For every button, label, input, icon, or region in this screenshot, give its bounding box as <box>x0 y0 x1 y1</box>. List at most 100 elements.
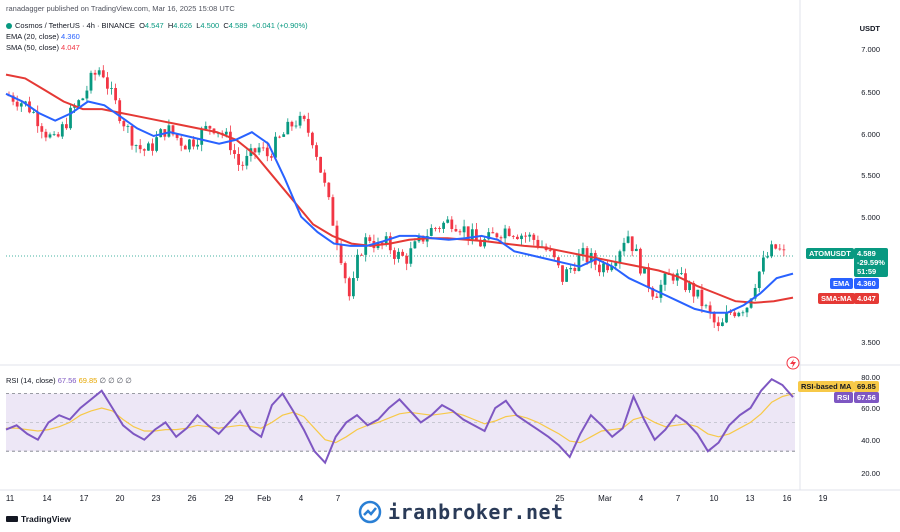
rsi-band <box>6 393 795 452</box>
candle-body <box>106 77 109 89</box>
candle-body <box>241 164 245 166</box>
time-tick: 14 <box>42 494 52 503</box>
candle-body <box>708 305 712 314</box>
time-tick: 4 <box>638 494 644 503</box>
candle-body <box>352 278 355 297</box>
tradingview-logo[interactable]: TradingView <box>6 514 71 524</box>
candle-body <box>368 237 372 241</box>
candle-body <box>602 263 605 273</box>
candle-body <box>97 70 101 75</box>
candle-body <box>757 271 761 289</box>
candle-body <box>44 131 48 138</box>
candle-body <box>511 236 515 237</box>
price-tick: 5.500 <box>861 171 880 180</box>
candle-body <box>179 137 183 146</box>
rsi-tick: 20.00 <box>861 469 880 478</box>
candle-body <box>343 263 347 279</box>
candle-body <box>19 103 23 107</box>
candle-body <box>475 229 478 240</box>
candle-body <box>114 87 117 101</box>
rsi-legend-extras: ∅ ∅ ∅ ∅ <box>99 376 132 385</box>
candle-body <box>208 125 212 129</box>
candle-body <box>655 296 659 298</box>
candle-body <box>536 239 540 247</box>
last-price-value: 4.589 <box>857 249 876 258</box>
tv-logo-icon <box>6 516 18 522</box>
candle-body <box>315 145 318 157</box>
candle-body <box>688 282 691 291</box>
rsi-tag-value: 67.56 <box>854 392 879 403</box>
time-tick: 13 <box>745 494 755 503</box>
candle-body <box>729 312 732 313</box>
time-tick: 26 <box>187 494 197 503</box>
candle-body <box>32 111 35 113</box>
candle-body <box>696 289 700 297</box>
candle-body <box>429 228 433 236</box>
candle-body <box>487 232 491 240</box>
candle-body <box>237 153 240 165</box>
candle-body <box>294 125 298 127</box>
candle-body <box>614 262 618 266</box>
candle-body <box>466 226 470 240</box>
candle-body <box>598 264 601 273</box>
candle-body <box>507 228 511 237</box>
candle-body <box>577 254 581 271</box>
candle-body <box>671 274 675 281</box>
rsi-tag-label: RSI <box>834 392 853 403</box>
sma-tag-value: 4.047 <box>854 293 879 304</box>
candle-body <box>52 134 56 136</box>
rsi-ma-tag-label: RSI-based MA <box>798 381 855 392</box>
candle-body <box>450 219 454 229</box>
rsi-line <box>5 377 794 465</box>
candle-body <box>630 236 634 252</box>
sma-legend[interactable]: SMA (50, close) 4.047 <box>6 43 80 53</box>
candle-body <box>306 118 310 133</box>
candle-body <box>778 248 782 250</box>
close-label: C <box>223 21 229 30</box>
ema-legend[interactable]: EMA (20, close) 4.360 <box>6 32 80 42</box>
candle-body <box>753 288 757 299</box>
candle-body <box>401 251 404 256</box>
price-tick: 6.000 <box>861 130 880 139</box>
candle-body <box>11 95 15 102</box>
rsi-legend[interactable]: RSI (14, close) 67.56 69.85 ∅ ∅ ∅ ∅ <box>6 376 132 386</box>
time-tick: 16 <box>782 494 792 503</box>
publisher-line: ranadagger published on TradingView.com,… <box>6 4 235 13</box>
candle-body <box>335 225 339 245</box>
candle-body <box>647 267 650 288</box>
candle-body <box>782 249 786 251</box>
candle-body <box>93 72 97 75</box>
candle-body <box>347 278 351 297</box>
candle-body <box>89 72 93 91</box>
candle-body <box>479 239 482 247</box>
candle-body <box>409 248 413 264</box>
candle-body <box>639 248 642 274</box>
rsi-legend-value: 67.56 <box>57 376 77 385</box>
candle-body <box>741 312 745 314</box>
candle-body <box>331 197 335 226</box>
candle-body <box>528 234 532 237</box>
candle-body <box>552 250 556 258</box>
candle-body <box>151 143 154 151</box>
ema-tag-label: EMA <box>830 278 853 289</box>
candle-body <box>737 312 741 317</box>
candle-body <box>36 111 40 127</box>
rsi-ma-tag-value: 69.85 <box>854 381 879 392</box>
candle-body <box>499 237 503 239</box>
candle-body <box>56 134 60 137</box>
rsi-ma-line <box>6 393 794 444</box>
low-label: L <box>196 21 201 30</box>
candle-body <box>721 322 724 327</box>
ema-legend-value: 4.360 <box>61 32 80 41</box>
time-tick: 23 <box>151 494 161 503</box>
candle-body <box>278 136 281 138</box>
candle-body <box>626 236 630 243</box>
candle-body <box>634 248 638 252</box>
candle-body <box>360 254 363 256</box>
symbol-legend[interactable]: Cosmos / TetherUS · 4h · BINANCE O4.547 … <box>6 21 308 31</box>
candle-body <box>118 100 122 122</box>
candle-body <box>192 139 195 147</box>
candle-body <box>622 242 626 252</box>
price-tick: 5.000 <box>861 213 880 222</box>
